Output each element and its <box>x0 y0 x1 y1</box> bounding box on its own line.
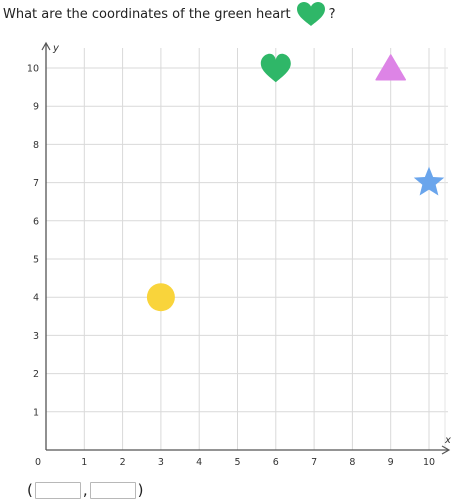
x-axis-arrow <box>441 445 451 455</box>
x-tick-label: 7 <box>311 457 317 468</box>
yellow-circle-point <box>146 283 175 312</box>
y-coordinate-input[interactable] <box>89 481 136 499</box>
y-tick-label: 2 <box>33 369 39 380</box>
plot-marks <box>146 53 445 312</box>
tick-labels: 0 1 2 3 4 5 6 7 8 9 10 1 2 3 4 5 6 7 8 9 10 <box>27 64 435 469</box>
question-prefix: What are the coordinates of the green he… <box>3 6 291 22</box>
y-tick-label: 9 <box>33 102 39 113</box>
y-tick-label: 10 <box>27 64 39 75</box>
y-tick-label: 6 <box>33 216 39 227</box>
grid-lines <box>46 48 448 450</box>
x-coordinate-input[interactable] <box>34 481 81 499</box>
x-tick-label: 1 <box>81 457 87 468</box>
comma: , <box>82 481 88 499</box>
close-paren: ) <box>137 481 144 499</box>
x-tick-label: 10 <box>423 457 435 468</box>
purple-triangle-point <box>375 54 407 81</box>
x-tick-label: 3 <box>158 457 164 468</box>
blue-star-point <box>413 166 445 196</box>
x-tick-label: 4 <box>196 457 202 468</box>
y-tick-label: 4 <box>33 293 39 304</box>
y-tick-label: 7 <box>33 178 39 189</box>
y-axis-label: y <box>52 43 60 54</box>
y-tick-label: 1 <box>33 407 39 418</box>
answer-row: ( , ) <box>27 479 144 501</box>
axes: yx <box>41 41 451 455</box>
x-tick-label: 0 <box>35 457 41 468</box>
y-tick-label: 8 <box>33 140 39 151</box>
y-axis-arrow <box>41 41 51 51</box>
x-tick-label: 9 <box>388 457 394 468</box>
open-paren: ( <box>27 481 33 499</box>
question-suffix: ? <box>328 6 336 22</box>
question-text: What are the coordinates of the green he… <box>3 0 336 28</box>
green-heart-icon <box>295 0 327 28</box>
x-axis-label: x <box>444 435 451 446</box>
y-tick-label: 5 <box>33 255 39 266</box>
x-tick-label: 2 <box>120 457 126 468</box>
green-heart-point <box>260 53 291 83</box>
x-tick-label: 5 <box>234 457 240 468</box>
x-tick-label: 6 <box>273 457 279 468</box>
x-tick-label: 8 <box>349 457 355 468</box>
y-tick-label: 3 <box>33 331 39 342</box>
